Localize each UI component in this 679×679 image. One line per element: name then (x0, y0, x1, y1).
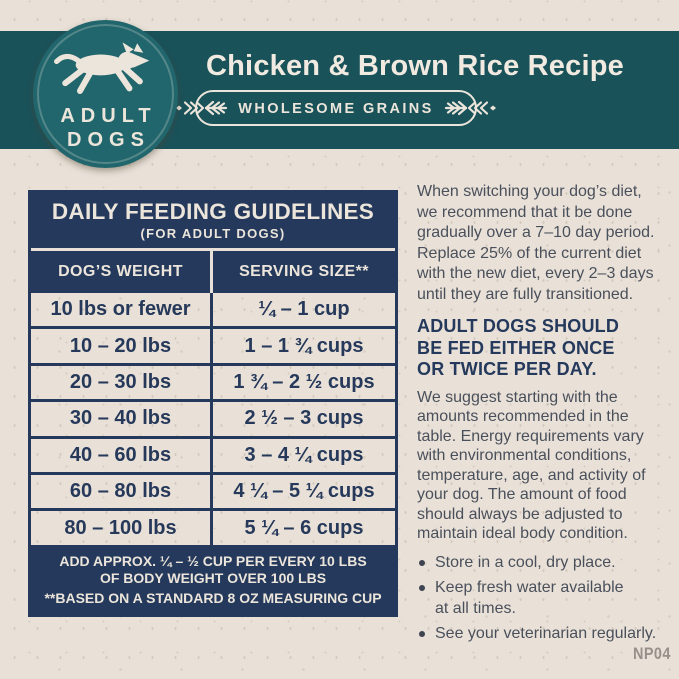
table-header: DAILY FEEDING GUIDELINES (FOR ADULT DOGS… (31, 193, 395, 251)
serving-cell: 5 ¼ – 6 cups (244, 516, 364, 539)
serving-cell: 1 ¾ – 2 ½ cups (233, 370, 375, 393)
weight-cell: 80 – 100 lbs (31, 511, 213, 545)
weight-cell: 20 – 30 lbs (31, 365, 213, 400)
adult-dogs-badge: ADULT DOGS (33, 20, 178, 168)
weight-cell: 10 lbs or fewer (31, 293, 213, 327)
weight-cell: 30 – 40 lbs (31, 402, 213, 436)
footnote-line: **BASED ON A STANDARD 8 OZ MEASURING CUP (44, 589, 382, 606)
wheat-sprig-icon (176, 100, 228, 116)
table-title: DAILY FEEDING GUIDELINES (51, 199, 375, 224)
table-row: 80 – 100 lbs 5 ¼ – 6 cups (31, 511, 395, 548)
feeding-guidelines-table: DAILY FEEDING GUIDELINES (FOR ADULT DOGS… (28, 190, 398, 617)
serving-cell: 2 ½ – 3 cups (244, 407, 364, 430)
table-subtitle: (FOR ADULT DOGS) (140, 226, 286, 241)
weight-cell: 40 – 60 lbs (31, 438, 213, 472)
serving-cell: 1 – 1 ¾ cups (244, 334, 364, 357)
footnote-line: ADD APPROX. ¼ – ½ CUP PER EVERY 10 LBS (59, 552, 367, 569)
table-row: 10 lbs or fewer ¼ – 1 cup (31, 293, 395, 330)
wholesome-grains-label: WHOLESOME GRAINS (238, 100, 434, 117)
wholesome-grains-badge: WHOLESOME GRAINS (176, 90, 496, 126)
feeding-info-panel: When switching your dog’s diet, we recom… (417, 182, 675, 650)
column-header-dogs-weight: DOG’S WEIGHT (31, 251, 213, 293)
table-row: 10 – 20 lbs 1 – 1 ¾ cups (31, 329, 395, 366)
list-item-text: Keep fresh water available at all times. (435, 579, 624, 617)
serving-cell: 4 ¼ – 5 ¼ cups (233, 480, 375, 503)
serving-cell: ¼ – 1 cup (258, 298, 350, 321)
table-row: 30 – 40 lbs 2 ½ – 3 cups (31, 402, 395, 439)
badge-label-adult: ADULT (60, 105, 157, 127)
bullet-dot-icon (419, 559, 425, 566)
bullet-dot-icon (419, 631, 425, 637)
badge-label-dogs: DOGS (67, 129, 150, 151)
table-row: 60 – 80 lbs 4 ¼ – 5 ¼ cups (31, 474, 395, 512)
column-header-serving-size: SERVING SIZE** (239, 263, 369, 280)
list-item: See your veterinarian regularly. (417, 624, 675, 645)
wheat-sprig-icon (444, 100, 496, 116)
list-item-text: See your veterinarian regularly. (435, 625, 657, 642)
footnote-line: OF BODY WEIGHT OVER 100 LBS (99, 569, 327, 586)
weight-cell: 60 – 80 lbs (31, 474, 213, 509)
feeding-frequency-heading: ADULT DOGS SHOULD BE FED EITHER ONCE OR … (417, 316, 620, 379)
diet-transition-paragraph: When switching your dog’s diet, we recom… (417, 183, 655, 303)
bullet-dot-icon (419, 585, 425, 591)
care-tips-list: Store in a cool, dry place. Keep fresh w… (417, 553, 675, 645)
weight-cell: 10 – 20 lbs (31, 329, 213, 363)
feeding-advice-paragraph: We suggest starting with the amounts rec… (417, 388, 646, 543)
package-code: NP04 (633, 644, 671, 663)
list-item: Keep fresh water available at all times. (417, 578, 675, 619)
list-item-text: Store in a cool, dry place. (435, 553, 616, 571)
running-dog-icon (54, 42, 150, 94)
list-item: Store in a cool, dry place. (417, 553, 675, 574)
serving-cell: 3 – 4 ¼ cups (244, 443, 364, 466)
table-row: 20 – 30 lbs 1 ¾ – 2 ½ cups (31, 365, 395, 403)
table-footnote: ADD APPROX. ¼ – ½ CUP PER EVERY 10 LBS O… (31, 547, 395, 614)
recipe-title: Chicken & Brown Rice Recipe (206, 50, 624, 82)
table-row: 40 – 60 lbs 3 – 4 ¼ cups (31, 438, 395, 475)
table-column-headers: DOG’S WEIGHT SERVING SIZE** (31, 251, 395, 293)
